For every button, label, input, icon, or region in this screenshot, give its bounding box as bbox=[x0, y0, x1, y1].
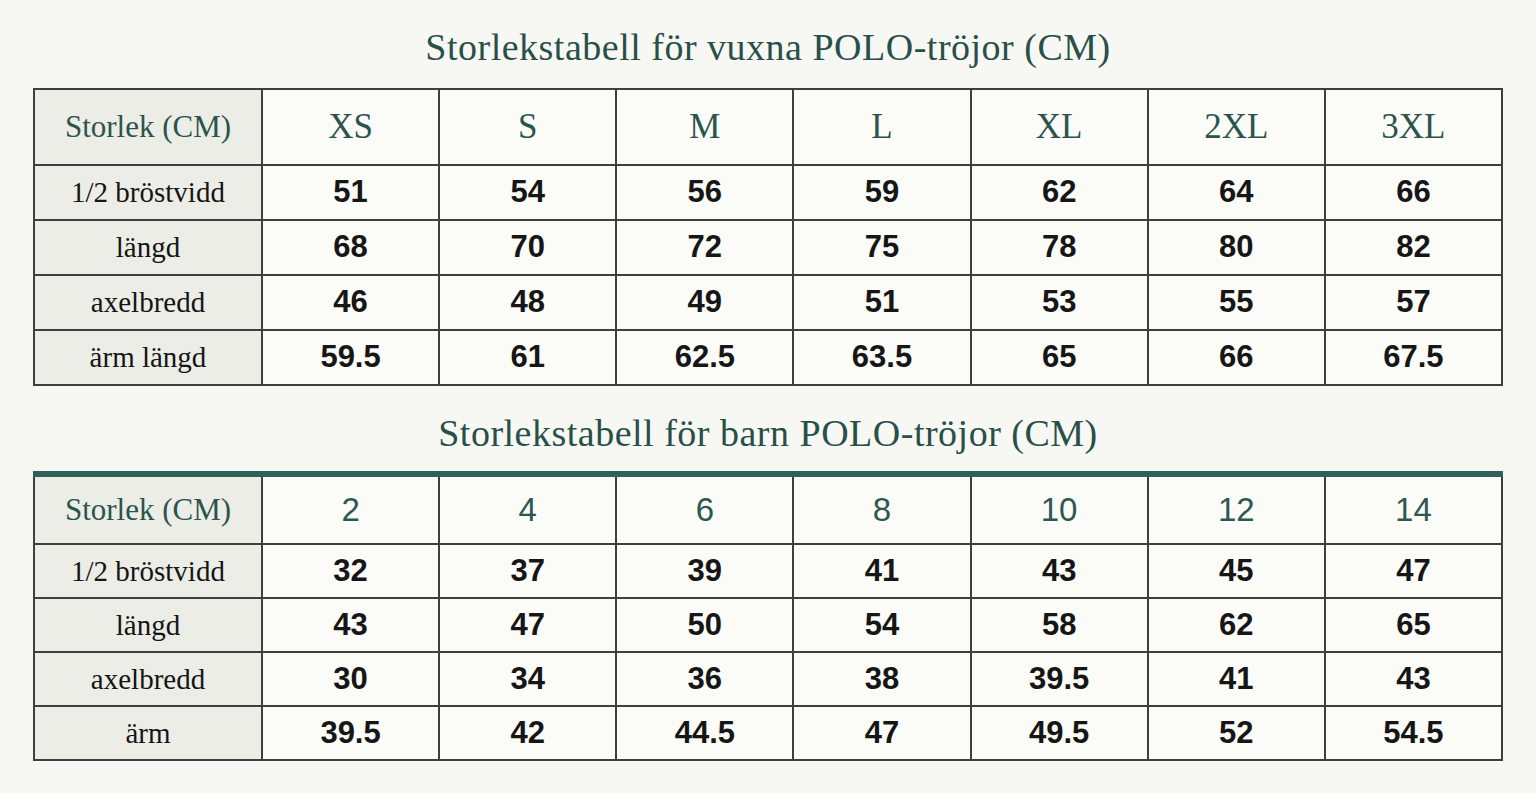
kids-size-header: 12 bbox=[1148, 474, 1325, 544]
size-value: 68 bbox=[262, 220, 439, 275]
size-value: 43 bbox=[262, 598, 439, 652]
size-value: 78 bbox=[971, 220, 1148, 275]
size-value: 45 bbox=[1148, 544, 1325, 598]
size-value: 46 bbox=[262, 275, 439, 330]
table-row: längd 68 70 72 75 78 80 82 bbox=[34, 220, 1502, 275]
size-value: 44.5 bbox=[616, 706, 793, 760]
size-value: 59.5 bbox=[262, 330, 439, 385]
size-value: 65 bbox=[1325, 598, 1502, 652]
size-value: 36 bbox=[616, 652, 793, 706]
table-row: ärm längd 59.5 61 62.5 63.5 65 66 67.5 bbox=[34, 330, 1502, 385]
adult-size-table: Storlek (CM) XS S M L XL 2XL 3XL 1/2 brö… bbox=[33, 88, 1503, 386]
row-label: axelbredd bbox=[34, 275, 262, 330]
size-value: 57 bbox=[1325, 275, 1502, 330]
table-row: 1/2 bröstvidd 51 54 56 59 62 64 66 bbox=[34, 165, 1502, 220]
size-value: 67.5 bbox=[1325, 330, 1502, 385]
size-value: 53 bbox=[971, 275, 1148, 330]
size-value: 37 bbox=[439, 544, 616, 598]
kids-header-row: Storlek (CM) 2 4 6 8 10 12 14 bbox=[34, 474, 1502, 544]
size-value: 39.5 bbox=[971, 652, 1148, 706]
size-value: 52 bbox=[1148, 706, 1325, 760]
table-row: axelbredd 30 34 36 38 39.5 41 43 bbox=[34, 652, 1502, 706]
row-label: 1/2 bröstvidd bbox=[34, 165, 262, 220]
size-value: 65 bbox=[971, 330, 1148, 385]
size-value: 49.5 bbox=[971, 706, 1148, 760]
table-row: ärm 39.5 42 44.5 47 49.5 52 54.5 bbox=[34, 706, 1502, 760]
kids-size-header: 2 bbox=[262, 474, 439, 544]
row-label: axelbredd bbox=[34, 652, 262, 706]
row-label: 1/2 bröstvidd bbox=[34, 544, 262, 598]
size-value: 58 bbox=[971, 598, 1148, 652]
size-value: 72 bbox=[616, 220, 793, 275]
size-value: 38 bbox=[793, 652, 970, 706]
size-value: 50 bbox=[616, 598, 793, 652]
kids-size-header: 6 bbox=[616, 474, 793, 544]
size-value: 51 bbox=[793, 275, 970, 330]
kids-size-header: 14 bbox=[1325, 474, 1502, 544]
adult-header-row: Storlek (CM) XS S M L XL 2XL 3XL bbox=[34, 89, 1502, 165]
size-value: 32 bbox=[262, 544, 439, 598]
kids-size-header: 4 bbox=[439, 474, 616, 544]
row-label: ärm bbox=[34, 706, 262, 760]
adult-table-title: Storlekstabell för vuxna POLO-tröjor (CM… bbox=[0, 26, 1536, 70]
size-value: 51 bbox=[262, 165, 439, 220]
row-label: längd bbox=[34, 220, 262, 275]
size-value: 42 bbox=[439, 706, 616, 760]
kids-size-table: Storlek (CM) 2 4 6 8 10 12 14 1/2 bröstv… bbox=[33, 471, 1503, 761]
size-value: 54 bbox=[439, 165, 616, 220]
size-value: 43 bbox=[971, 544, 1148, 598]
size-value: 59 bbox=[793, 165, 970, 220]
size-value: 47 bbox=[439, 598, 616, 652]
size-value: 80 bbox=[1148, 220, 1325, 275]
adult-size-header: M bbox=[616, 89, 793, 165]
size-value: 47 bbox=[793, 706, 970, 760]
size-value: 43 bbox=[1325, 652, 1502, 706]
adult-size-header: L bbox=[793, 89, 970, 165]
row-label: längd bbox=[34, 598, 262, 652]
size-value: 54.5 bbox=[1325, 706, 1502, 760]
adult-size-header: XL bbox=[971, 89, 1148, 165]
size-value: 63.5 bbox=[793, 330, 970, 385]
size-value: 66 bbox=[1325, 165, 1502, 220]
size-value: 30 bbox=[262, 652, 439, 706]
size-value: 82 bbox=[1325, 220, 1502, 275]
table-row: 1/2 bröstvidd 32 37 39 41 43 45 47 bbox=[34, 544, 1502, 598]
adult-corner-cell: Storlek (CM) bbox=[34, 89, 262, 165]
size-value: 62.5 bbox=[616, 330, 793, 385]
size-value: 55 bbox=[1148, 275, 1325, 330]
size-value: 41 bbox=[1148, 652, 1325, 706]
size-value: 62 bbox=[1148, 598, 1325, 652]
kids-table-title: Storlekstabell för barn POLO-tröjor (CM) bbox=[0, 412, 1536, 456]
kids-size-header: 10 bbox=[971, 474, 1148, 544]
kids-size-header: 8 bbox=[793, 474, 970, 544]
size-value: 34 bbox=[439, 652, 616, 706]
size-chart-page: Storlekstabell för vuxna POLO-tröjor (CM… bbox=[0, 0, 1536, 793]
table-row: längd 43 47 50 54 58 62 65 bbox=[34, 598, 1502, 652]
size-value: 70 bbox=[439, 220, 616, 275]
size-value: 48 bbox=[439, 275, 616, 330]
table-row: axelbredd 46 48 49 51 53 55 57 bbox=[34, 275, 1502, 330]
kids-corner-cell: Storlek (CM) bbox=[34, 474, 262, 544]
size-value: 47 bbox=[1325, 544, 1502, 598]
size-value: 62 bbox=[971, 165, 1148, 220]
size-value: 61 bbox=[439, 330, 616, 385]
size-value: 41 bbox=[793, 544, 970, 598]
size-value: 66 bbox=[1148, 330, 1325, 385]
adult-size-header: XS bbox=[262, 89, 439, 165]
adult-size-header: S bbox=[439, 89, 616, 165]
size-value: 75 bbox=[793, 220, 970, 275]
row-label: ärm längd bbox=[34, 330, 262, 385]
size-value: 54 bbox=[793, 598, 970, 652]
adult-size-header: 2XL bbox=[1148, 89, 1325, 165]
adult-size-header: 3XL bbox=[1325, 89, 1502, 165]
size-value: 39.5 bbox=[262, 706, 439, 760]
size-value: 49 bbox=[616, 275, 793, 330]
size-value: 39 bbox=[616, 544, 793, 598]
size-value: 64 bbox=[1148, 165, 1325, 220]
size-value: 56 bbox=[616, 165, 793, 220]
